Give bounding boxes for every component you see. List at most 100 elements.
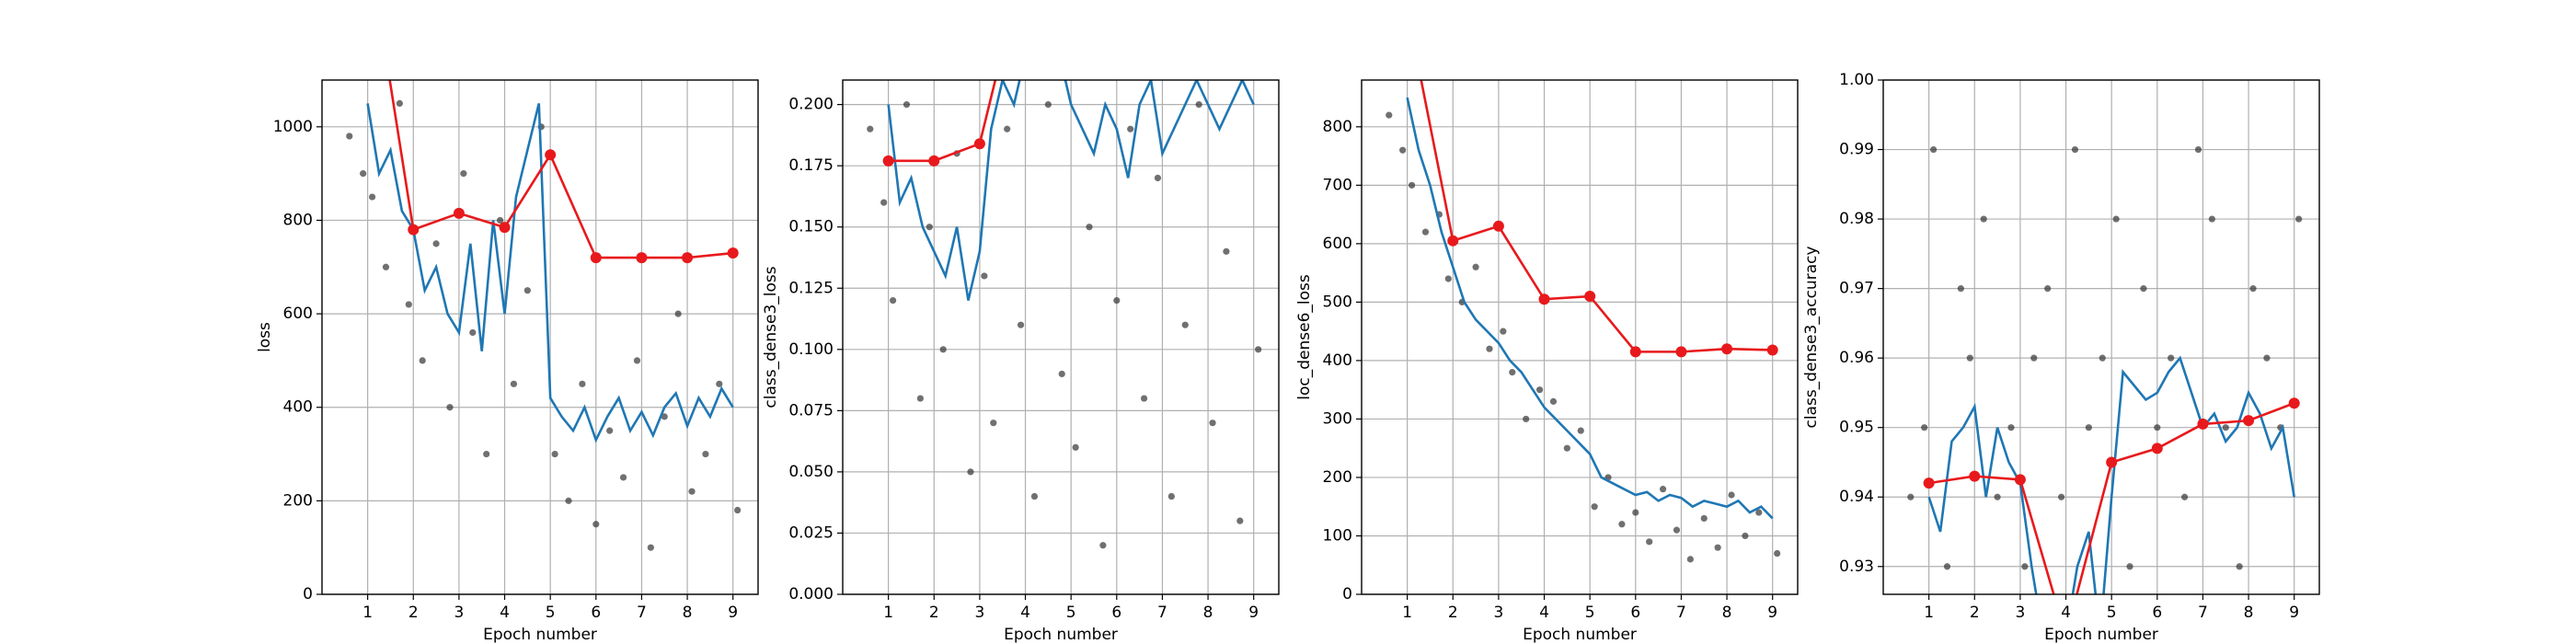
y-tick-label: 1000 (273, 118, 313, 136)
x-tick-label: 3 (974, 604, 984, 622)
scatter-point (867, 125, 874, 132)
scatter-point (1774, 549, 1781, 558)
scatter-point (990, 420, 997, 427)
scatter-point (1072, 443, 1079, 451)
x-tick-label: 5 (546, 604, 556, 622)
scatter-point (903, 101, 911, 109)
scatter-point (1673, 526, 1681, 534)
epoch-marker (2014, 474, 2026, 486)
scatter-point (1700, 514, 1708, 523)
plot-area (1386, 80, 1781, 563)
y-tick-label: 0.93 (1839, 558, 1874, 576)
scatter-point (2057, 493, 2065, 500)
scatter-point (432, 240, 440, 247)
scatter-point (2112, 215, 2120, 223)
scatter-point (967, 468, 974, 476)
scatter-point (1535, 386, 1544, 394)
x-tick-label: 4 (500, 604, 510, 622)
scatter-point (688, 488, 696, 495)
x-axis-label: Epoch number (2044, 626, 2158, 644)
scatter-point (1907, 493, 1915, 500)
y-tick-label: 400 (283, 398, 313, 417)
epoch-marker (1969, 470, 1981, 482)
x-tick-label: 6 (1630, 604, 1640, 622)
y-axis-label: class_dense3_accuracy (1802, 246, 1821, 428)
scatter-point (1154, 174, 1162, 182)
y-tick-label: 0.075 (788, 401, 834, 420)
x-tick-label: 5 (2107, 604, 2117, 622)
scatter-point (1399, 146, 1407, 154)
scatter-point (1408, 181, 1416, 189)
x-axis-label: Epoch number (1004, 626, 1118, 644)
scatter-point (1444, 275, 1452, 282)
subplot: 1 2 3 4 5 6 7 8 9 0 100 200 300 400 500 600 700 800 Epoch … (1295, 79, 1799, 644)
y-axis-label: class_dense3_loss (762, 266, 780, 408)
epoch-marker (1629, 346, 1641, 358)
scatter-point (2236, 563, 2243, 570)
scatter-point (346, 132, 353, 140)
scatter-point (1255, 346, 1262, 353)
scatter-point (734, 506, 742, 514)
x-tick-label: 9 (1767, 604, 1777, 622)
scatter-point (1742, 532, 1749, 540)
plot-area (1907, 145, 2303, 594)
scatter-point (916, 395, 924, 402)
scatter-point (1223, 247, 1230, 255)
scatter-point (1167, 492, 1175, 500)
y-tick-label: 0.150 (788, 218, 834, 236)
scatter-point (1181, 321, 1189, 328)
scatter-point (619, 474, 627, 481)
y-tick-label: 200 (1323, 468, 1352, 487)
scatter-point (1994, 493, 2001, 500)
epoch-marker (882, 155, 894, 167)
x-tick-label: 9 (1248, 604, 1259, 622)
scatter-point (419, 357, 426, 364)
x-tick-label: 6 (2152, 604, 2162, 622)
plot-area (867, 80, 1262, 549)
subplot: 1 2 3 4 5 6 7 8 9 0.000 0.025 0.050 0.075 0.100 0.125 0… (762, 79, 1280, 644)
epoch-marker (1538, 293, 1550, 305)
scatter-point (2099, 354, 2106, 362)
epoch-marker (1492, 220, 1504, 232)
x-tick-label: 6 (591, 604, 601, 622)
plot-area (346, 80, 742, 551)
epoch-marker (453, 207, 465, 219)
scatter-point (647, 544, 654, 551)
scatter-point (1755, 509, 1763, 516)
epoch-marker (636, 252, 648, 264)
scatter-point (579, 380, 586, 387)
scatter-point (523, 287, 531, 294)
epoch-marker (2151, 443, 2163, 454)
y-tick-label: 500 (1323, 293, 1352, 311)
scatter-point (1728, 491, 1735, 499)
y-tick-label: 200 (283, 491, 313, 510)
epoch-marker (682, 252, 694, 264)
scatter-point (1500, 328, 1507, 335)
y-tick-label: 0.97 (1839, 280, 1874, 298)
scatter-point (674, 310, 682, 317)
x-tick-label: 1 (1924, 604, 1934, 622)
scatter-point (1209, 420, 1216, 427)
epoch-marker (928, 155, 940, 167)
scatter-point (1549, 397, 1558, 405)
y-tick-label: 1.00 (1839, 71, 1874, 89)
scatter-point (1017, 321, 1025, 328)
scatter-point (633, 357, 641, 364)
y-tick-label: 0.175 (788, 156, 834, 175)
y-tick-label: 0.100 (788, 340, 834, 359)
scatter-point (565, 497, 572, 504)
epoch-marker (1584, 291, 1596, 303)
axes-frame (321, 79, 759, 595)
epoch-marker (1721, 343, 1733, 355)
y-tick-label: 100 (1323, 526, 1352, 545)
scatter-point (981, 272, 988, 280)
scatter-point (1966, 354, 1973, 362)
x-tick-label: 2 (408, 604, 419, 622)
x-tick-label: 5 (1585, 604, 1595, 622)
y-tick-label: 0.94 (1839, 488, 1874, 506)
axes-frame (842, 79, 1280, 595)
x-tick-label: 8 (1722, 604, 1732, 622)
y-tick-label: 0.000 (788, 585, 834, 604)
scatter-point (551, 450, 558, 458)
